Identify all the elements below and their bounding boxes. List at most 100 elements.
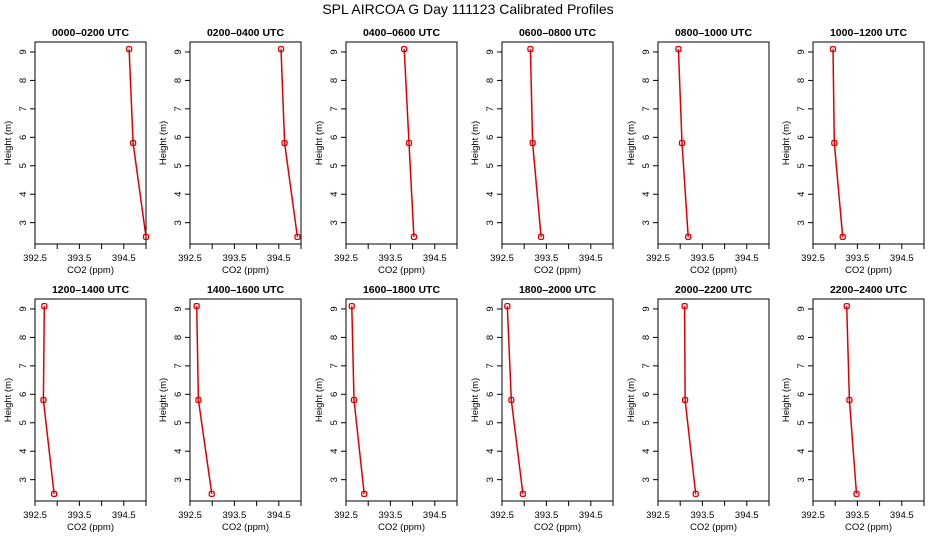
- panel-11: 2000–2200 UTC 392.5 393.5 394.5 3 4 5 6 7 8 9 CO2 (…: [626, 284, 770, 533]
- y-tick-label: 4: [18, 192, 29, 197]
- y-tick-label: 7: [329, 106, 340, 111]
- y-tick-label: 4: [329, 192, 340, 197]
- panel-title: 1800–2000 UTC: [519, 284, 596, 296]
- panel-12: 2200–2400 UTC 392.5 393.5 394.5 3 4 5 6 7 8 9 CO2 (…: [781, 284, 925, 533]
- y-axis-label: Height (m): [470, 121, 481, 165]
- plot-frame: [657, 41, 770, 245]
- panel-6: 1000–1200 UTC 392.5 393.5 394.5 3 4 5 6 7 8 9 CO2 (…: [781, 27, 925, 276]
- y-axis-label: Height (m): [781, 121, 792, 165]
- y-tick-label: 7: [485, 106, 496, 111]
- y-tick-label: 9: [485, 49, 496, 54]
- data-point: [678, 139, 686, 147]
- data-point: [294, 233, 301, 241]
- panel-5: 0800–1000 UTC 392.5 393.5 394.5 3 4 5 6 7 8 9 CO2 (…: [626, 27, 770, 276]
- x-tick-label: 392.5: [334, 510, 358, 521]
- y-tick-label: 3: [796, 220, 807, 225]
- y-tick-label: 3: [173, 477, 184, 482]
- x-axis-label: CO2 (ppm): [845, 522, 892, 533]
- y-tick-label: 4: [796, 449, 807, 454]
- y-tick-label: 3: [641, 477, 652, 482]
- x-tick-label: 394.5: [890, 253, 914, 264]
- y-tick-label: 8: [485, 78, 496, 83]
- x-axis-label: CO2 (ppm): [378, 522, 425, 533]
- y-tick-label: 9: [796, 49, 807, 54]
- y-tick-label: 8: [173, 78, 184, 83]
- x-tick-label: 394.5: [423, 510, 447, 521]
- data-point: [361, 490, 368, 498]
- data-point: [681, 302, 688, 310]
- y-tick-label: 9: [173, 306, 184, 311]
- y-tick-label: 3: [173, 220, 184, 225]
- x-tick-label: 394.5: [735, 510, 759, 521]
- data-point: [853, 490, 860, 498]
- y-tick-label: 6: [485, 392, 496, 397]
- panel-title: 0800–1000 UTC: [675, 27, 752, 39]
- panel-title: 0000–0200 UTC: [52, 27, 129, 39]
- y-tick-label: 7: [641, 106, 652, 111]
- plot-frame: [34, 41, 147, 245]
- x-tick-label: 394.5: [267, 253, 291, 264]
- x-tick-label: 393.5: [68, 253, 92, 264]
- data-point: [519, 490, 527, 498]
- y-tick-label: 8: [796, 335, 807, 340]
- panel-title: 2200–2400 UTC: [830, 284, 907, 296]
- y-tick-label: 5: [485, 163, 496, 168]
- y-tick-label: 7: [329, 363, 340, 368]
- y-tick-label: 8: [18, 78, 29, 83]
- y-axis-label: Height (m): [626, 378, 637, 422]
- x-axis-label: CO2 (ppm): [67, 522, 114, 533]
- x-tick-label: 394.5: [112, 510, 136, 521]
- x-tick-label: 393.5: [691, 510, 715, 521]
- y-tick-label: 3: [485, 477, 496, 482]
- data-point: [527, 45, 534, 53]
- y-tick-label: 6: [173, 135, 184, 140]
- data-point: [843, 302, 850, 310]
- plot-frame: [345, 298, 458, 502]
- y-tick-label: 9: [329, 49, 340, 54]
- y-tick-label: 5: [329, 420, 340, 425]
- x-tick-label: 393.5: [223, 510, 247, 521]
- y-tick-label: 6: [18, 135, 29, 140]
- y-tick-label: 9: [18, 306, 29, 311]
- y-tick-label: 6: [796, 135, 807, 140]
- x-tick-label: 393.5: [846, 510, 870, 521]
- profile-line: [195, 306, 213, 495]
- x-tick-label: 392.5: [646, 510, 670, 521]
- data-point: [129, 139, 137, 147]
- x-tick-label: 392.5: [334, 253, 358, 264]
- x-axis-label: CO2 (ppm): [534, 522, 581, 533]
- y-tick-label: 8: [796, 78, 807, 83]
- y-axis-label: Height (m): [781, 378, 792, 422]
- panel-title: 0200–0400 UTC: [207, 27, 284, 39]
- y-tick-label: 5: [641, 163, 652, 168]
- data-point: [829, 45, 837, 53]
- data-point: [40, 396, 47, 404]
- y-tick-label: 8: [485, 335, 496, 340]
- data-point: [405, 139, 413, 147]
- y-tick-label: 3: [485, 220, 496, 225]
- data-point: [675, 45, 682, 53]
- data-point: [50, 490, 58, 498]
- panel-title: 2000–2200 UTC: [675, 284, 752, 296]
- data-point: [529, 139, 536, 147]
- x-tick-label: 393.5: [846, 253, 870, 264]
- data-point: [831, 139, 838, 147]
- profile-line: [832, 49, 844, 237]
- y-tick-label: 7: [485, 363, 496, 368]
- y-tick-label: 3: [641, 220, 652, 225]
- y-tick-label: 7: [796, 106, 807, 111]
- panel-8: 1400–1600 UTC 392.5 393.5 394.5 3 4 5 6 7 8 9 CO2 (…: [158, 284, 302, 533]
- y-tick-label: 8: [18, 335, 29, 340]
- data-point: [681, 396, 689, 404]
- panel-2: 0200–0400 UTC 392.5 393.5 394.5 3 4 5 6 7 8 9 CO2 (…: [158, 27, 302, 276]
- panel-4: 0600–0800 UTC 392.5 393.5 394.5 3 4 5 6 7 8 9 CO2 (…: [470, 27, 614, 276]
- y-tick-label: 4: [173, 192, 184, 197]
- profile-line: [845, 306, 858, 494]
- plot-frame: [812, 298, 925, 502]
- y-tick-label: 5: [329, 163, 340, 168]
- profile-line: [128, 49, 147, 238]
- data-point: [41, 302, 48, 310]
- plot-frame: [501, 41, 614, 245]
- y-tick-label: 8: [329, 335, 340, 340]
- panel-title: 0600–0800 UTC: [519, 27, 596, 39]
